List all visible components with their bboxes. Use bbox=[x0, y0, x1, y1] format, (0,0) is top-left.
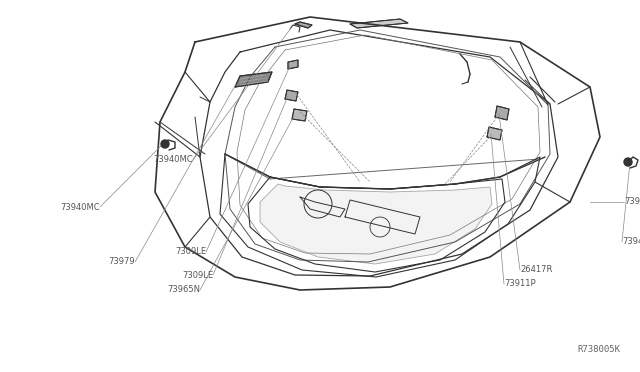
Polygon shape bbox=[292, 109, 307, 121]
Text: 73910Z: 73910Z bbox=[624, 198, 640, 206]
Polygon shape bbox=[288, 60, 298, 69]
Polygon shape bbox=[260, 184, 492, 264]
Text: 7309LE: 7309LE bbox=[182, 270, 213, 279]
Circle shape bbox=[624, 158, 632, 166]
Circle shape bbox=[161, 140, 169, 148]
Polygon shape bbox=[285, 90, 298, 101]
Text: 73911P: 73911P bbox=[504, 279, 536, 289]
Text: 73940MC: 73940MC bbox=[60, 202, 100, 212]
Polygon shape bbox=[295, 22, 312, 28]
Polygon shape bbox=[350, 19, 408, 28]
Polygon shape bbox=[487, 127, 502, 140]
Polygon shape bbox=[235, 72, 272, 87]
Text: 73965N: 73965N bbox=[167, 285, 200, 295]
Text: 7309LE: 7309LE bbox=[175, 247, 206, 257]
Text: R738005K: R738005K bbox=[577, 346, 620, 355]
Text: 73940MC: 73940MC bbox=[154, 155, 193, 164]
Text: 73940M: 73940M bbox=[622, 237, 640, 247]
Text: 73979: 73979 bbox=[108, 257, 135, 266]
Text: 26417R: 26417R bbox=[520, 266, 552, 275]
Polygon shape bbox=[495, 106, 509, 120]
